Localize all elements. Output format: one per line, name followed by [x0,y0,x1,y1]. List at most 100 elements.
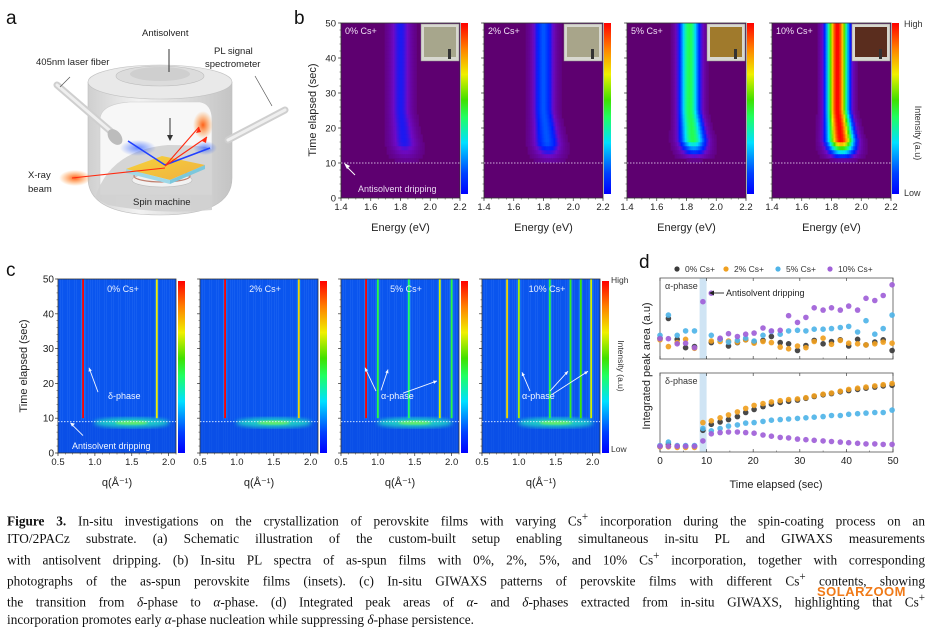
d-point-5Cs [820,413,826,420]
d-point-10Cs [803,436,809,443]
c-diffraction-peak [224,279,226,419]
d-point-2Cs [828,390,835,396]
c-annotation-arrow [551,370,589,395]
d-point-10Cs [863,295,869,302]
d-point-5Cs [803,415,809,421]
d-point-2Cs [889,340,895,347]
b-ytick-label: 10 [325,159,336,170]
d-point-2Cs [777,344,783,350]
c-colorbar-low: Low [611,444,627,454]
b-colorbar-low: Low [904,188,921,198]
b-colorbar [461,23,468,194]
d-point-10Cs [785,312,792,319]
c-annotation-phase: α-phase [522,391,555,401]
panel-a: a [6,8,289,216]
d-point-5Cs [785,416,792,422]
c-arrowhead [521,372,526,377]
d-point-5Cs [708,332,715,339]
d-point-2Cs [708,418,715,424]
label-pl-signal: PL signal [214,46,253,57]
d-point-10Cs [794,436,801,442]
d-point-0Cs [751,406,757,413]
b-xtick-label: 1.8 [680,202,693,213]
b-panel-label: 2% Cs+ [488,26,520,36]
d-point-2Cs [820,335,826,342]
d-point-0Cs [794,347,801,354]
c-diffraction-peak [548,279,551,419]
d-point-10Cs [828,438,835,445]
d-point-2Cs [785,396,792,403]
d-point-10Cs [768,328,775,334]
d-point-5Cs [828,325,835,332]
b-inset-tweezer [448,49,451,59]
b-xtick-label: 2.2 [884,202,897,213]
d-point-5Cs [828,412,835,419]
d-point-2Cs [854,385,861,392]
d-point-5Cs [845,323,852,330]
d-point-10Cs [674,443,680,450]
c-diffraction-peak [450,279,453,419]
d-point-10Cs [837,307,844,313]
figure-caption: Figure 3. In-situ investigations on the … [7,509,925,628]
d-point-10Cs [811,305,817,311]
b-annotation-dripping: Antisolvent dripping [358,184,437,194]
d-point-10Cs [691,344,698,351]
b-inset-film [567,27,599,57]
c-diffraction-peak [579,279,582,419]
b-xtick-label: 2.2 [453,202,466,213]
b-panel-label: 0% Cs+ [345,26,377,36]
d-xtick-label: 10 [701,456,713,467]
b-xtick-label: 1.6 [507,202,520,213]
b-heatmap-0: 0% Cs+ 1.4 1.6 1.8 2.0 2.2 0 10 20 30 40 50 Energy (… [325,19,468,234]
c-diffraction-peak [590,279,593,419]
d-point-0Cs [777,339,783,346]
d-point-10Cs [777,434,783,441]
b-heatmap-2: 5% Cs+ 1.4 1.6 1.8 2.0 2.2 Energy (eV) [620,22,754,234]
d-point-10Cs [863,441,869,447]
panel-d: d 0% Cs+ 2% Cs+ 5% Cs+ 10% Cs+ Integrated p… [639,252,899,491]
d-point-5Cs [700,425,706,432]
d-subplot-alpha [657,277,895,360]
b-xtick-label: 1.6 [364,202,377,213]
b-xtick-label: 2.0 [424,202,437,213]
b-panel-label: 10% Cs+ [776,26,813,36]
d-legend-label: 0% Cs+ [685,264,715,274]
b-colorbar-label: Intensity (a.u) [913,106,923,161]
caption-line: Figure 3. In-situ investigations on the … [7,511,925,529]
d-point-2Cs [872,383,878,389]
c-colorbar-label: Intensity (a.u) [616,340,626,392]
d-point-2Cs [880,381,886,388]
b-xtick-label: 1.8 [537,202,550,213]
c-annotation-arrow [71,424,84,436]
d-point-5Cs [872,409,878,416]
b-inset-tweezer [591,49,594,59]
d-point-10Cs [880,292,886,299]
c-arrowhead [385,369,389,374]
d-point-10Cs [845,439,852,446]
d-point-2Cs [854,341,861,347]
d-point-10Cs [777,327,783,334]
d-point-5Cs [742,335,749,342]
d-point-5Cs [785,328,792,334]
d-point-5Cs [820,326,826,333]
b-xlabel: Energy (eV) [514,222,573,234]
b-xtick-label: 1.4 [765,202,778,213]
d-point-10Cs [717,429,723,436]
d-point-2Cs [837,337,844,344]
d-point-2Cs [820,391,826,398]
b-xtick-label: 2.2 [596,202,609,213]
d-point-0Cs [734,413,741,420]
d-point-2Cs [845,340,852,347]
d-point-2Cs [845,386,852,393]
d-point-5Cs [863,317,869,324]
c-ytick-label: 40 [43,309,55,320]
d-point-5Cs [854,329,861,335]
b-ytick-label: 30 [325,89,336,100]
d-legend-label: 10% Cs+ [838,264,873,274]
d-legend-marker [827,266,833,272]
c-xlabel: q(Å⁻¹) [244,476,274,489]
d-point-0Cs [785,341,792,347]
c-annotation-dripping: Antisolvent dripping [72,441,151,451]
c-xtick-label: 1.0 [88,457,101,468]
d-point-2Cs [863,342,869,348]
